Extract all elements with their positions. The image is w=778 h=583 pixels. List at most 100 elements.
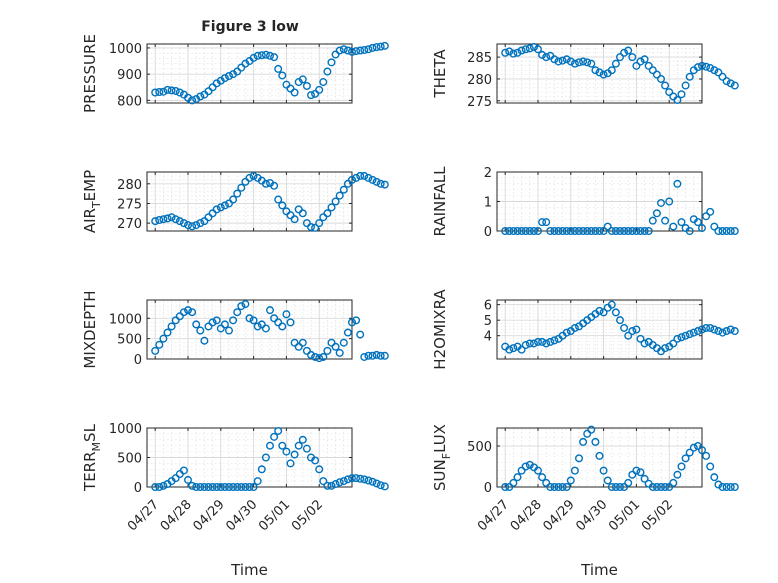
data-point [245, 314, 254, 323]
data-point [274, 318, 283, 327]
data-point [224, 71, 233, 80]
data-point [726, 325, 735, 334]
data-point [718, 72, 727, 81]
data-point [261, 324, 270, 333]
data-point [360, 352, 369, 361]
data-point [360, 46, 369, 55]
data-point [702, 451, 711, 460]
data-point [509, 344, 518, 353]
data-point [542, 339, 551, 348]
data-point [661, 216, 670, 225]
data-point [356, 46, 365, 55]
data-point [587, 425, 596, 434]
data-point [538, 337, 547, 346]
axes-box [496, 427, 703, 488]
data-point [550, 483, 559, 492]
ylabel: PRESSURE [81, 34, 99, 113]
data-point [315, 354, 324, 363]
data-point [380, 351, 389, 360]
data-point [220, 201, 229, 210]
data-point [640, 226, 649, 235]
data-point [212, 316, 221, 325]
data-point [693, 327, 702, 336]
data-point [364, 45, 373, 54]
data-point [368, 175, 377, 184]
data-point [237, 302, 246, 311]
y-tick-label: 900 [117, 68, 142, 83]
data-point [331, 197, 340, 206]
data-point [525, 460, 534, 469]
data-point [323, 209, 332, 218]
data-point [505, 47, 514, 56]
y-tick-label: 1 [484, 196, 492, 211]
data-point [331, 342, 340, 351]
data-point [376, 351, 385, 360]
data-point [620, 323, 629, 332]
data-point [714, 226, 723, 235]
data-point [319, 477, 328, 486]
data-point [611, 308, 620, 317]
y-tick-label: 275 [117, 197, 142, 212]
data-point [501, 483, 510, 492]
data-point [282, 310, 291, 319]
data-point [364, 173, 373, 182]
data-point [566, 226, 575, 235]
data-point [212, 483, 221, 492]
data-point [554, 57, 563, 66]
data-point [233, 483, 242, 492]
data-point [726, 483, 735, 492]
data-point [673, 95, 682, 104]
data-point [224, 483, 233, 492]
subplot-theta: 275 280 285 THETA [431, 43, 739, 110]
data-point [624, 46, 633, 55]
subplot-mixdepth: 0 500 1000 MIXDEPTH [81, 290, 389, 369]
data-point [718, 328, 727, 337]
data-point [665, 88, 674, 97]
data-point [730, 483, 739, 492]
data-point [163, 328, 172, 337]
data-point [352, 173, 361, 182]
data-point [603, 222, 612, 231]
data-point [200, 336, 209, 345]
data-point [509, 49, 518, 58]
data-point [343, 46, 352, 55]
data-point [599, 308, 608, 317]
data-point [628, 470, 637, 479]
y-tick-label: 285 [467, 51, 492, 66]
data-point [368, 351, 377, 360]
data-point [298, 338, 307, 347]
data-point [616, 226, 625, 235]
data-point [376, 42, 385, 51]
data-point [249, 171, 258, 180]
data-point [274, 64, 283, 73]
data-point [204, 483, 213, 492]
data-point [636, 226, 645, 235]
data-point [179, 308, 188, 317]
data-point [685, 448, 694, 457]
data-point [579, 57, 588, 66]
data-point [282, 80, 291, 89]
subplot-air-temp: 270 275 280 AIRTEMP [81, 170, 389, 233]
data-point [155, 215, 164, 224]
data-point [282, 447, 291, 456]
data-point [175, 217, 184, 226]
data-point [640, 474, 649, 483]
data-point [505, 483, 514, 492]
data-point [278, 71, 287, 80]
data-point [562, 483, 571, 492]
data-point [702, 62, 711, 71]
data-point [327, 58, 336, 67]
data-point [220, 74, 229, 83]
data-point [274, 426, 283, 435]
data-point [632, 466, 641, 475]
data-point [237, 63, 246, 72]
y-tick-label: 6 [484, 299, 492, 314]
data-point [155, 340, 164, 349]
ylabel: RAINFALL [431, 166, 449, 237]
data-point [372, 177, 381, 186]
data-point [171, 86, 180, 95]
data-point [151, 483, 160, 492]
data-point [216, 483, 225, 492]
data-point [702, 323, 711, 332]
data-point [294, 342, 303, 351]
